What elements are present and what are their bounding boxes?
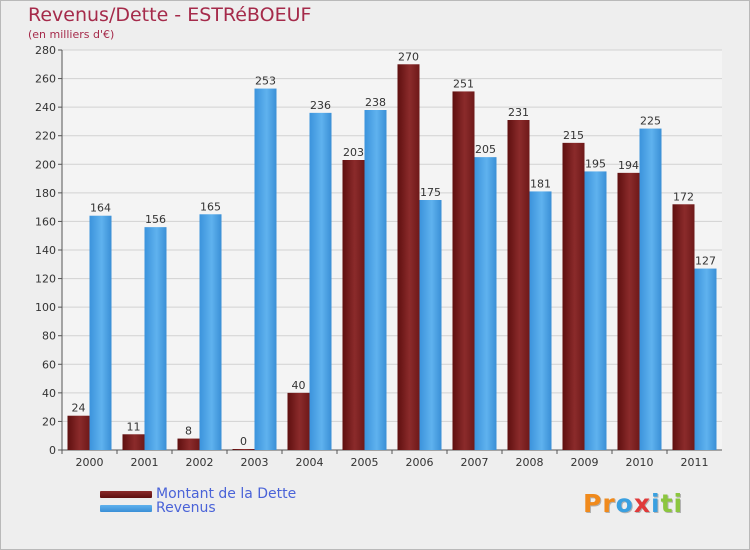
x-tick-label: 2000	[76, 456, 104, 469]
bar-revenus	[309, 112, 332, 450]
data-label-dette: 11	[127, 420, 141, 433]
legend-swatch-revenus	[100, 504, 152, 512]
data-label-revenus: 205	[475, 143, 496, 156]
bar-dette	[287, 392, 310, 450]
y-tick-label: 100	[35, 301, 56, 314]
y-tick-label: 240	[35, 101, 56, 114]
data-label-revenus: 165	[200, 200, 221, 213]
y-tick-label: 160	[35, 215, 56, 228]
y-tick-label: 200	[35, 158, 56, 171]
data-label-revenus: 175	[420, 186, 441, 199]
y-tick-label: 20	[42, 415, 56, 428]
grid-lines	[62, 49, 722, 450]
bar-revenus	[364, 110, 387, 450]
x-tick-label: 2006	[406, 456, 434, 469]
data-label-revenus: 225	[640, 115, 661, 128]
y-tick-label: 180	[35, 187, 56, 200]
legend-label-dette: Montant de la Dette	[156, 486, 297, 502]
bar-dette	[67, 415, 90, 450]
data-label-revenus: 236	[310, 99, 331, 112]
bar-dette	[397, 64, 420, 451]
data-label-dette: 203	[343, 146, 364, 159]
bar-dette	[562, 142, 585, 450]
bar-dette	[232, 449, 255, 450]
legend-label-revenus: Revenus	[156, 500, 216, 516]
bar-revenus	[254, 88, 277, 451]
x-tick-label: 2010	[626, 456, 654, 469]
legend-item-dette: Montant de la Dette	[100, 486, 296, 502]
bar-dette	[507, 120, 530, 450]
bar-revenus	[89, 215, 112, 450]
bar-revenus	[694, 268, 717, 450]
bar-revenus	[419, 200, 442, 450]
bars	[67, 64, 717, 451]
chart-title: Revenus/Dette - ESTRéBOEUF	[28, 4, 312, 26]
y-tick-label: 140	[35, 244, 56, 257]
y-tick-label: 60	[42, 358, 56, 371]
legend-item-revenus: Revenus	[100, 500, 216, 516]
x-tick-label: 2004	[296, 456, 324, 469]
data-label-dette: 231	[508, 106, 529, 119]
chart-subtitle: (en milliers d'€)	[28, 28, 115, 41]
bar-dette	[672, 204, 695, 450]
bar-dette	[617, 172, 640, 450]
bar-revenus	[584, 171, 607, 450]
bar-dette	[122, 434, 145, 450]
bar-dette	[177, 438, 200, 450]
data-label-revenus: 253	[255, 75, 276, 88]
y-tick-label: 80	[42, 330, 56, 343]
data-label-dette: 0	[240, 435, 247, 448]
logo-letter: r	[602, 489, 616, 518]
bar-dette	[342, 160, 365, 450]
x-tick-label: 2008	[516, 456, 544, 469]
x-tick-label: 2007	[461, 456, 489, 469]
bar-revenus	[144, 227, 167, 450]
logo-letter: t	[660, 489, 674, 518]
data-label-revenus: 181	[530, 177, 551, 190]
data-label-dette: 24	[72, 402, 86, 415]
y-tick-label: 280	[35, 44, 56, 57]
logo-letter: o	[615, 489, 634, 518]
bar-revenus	[474, 157, 497, 450]
data-label-dette: 215	[563, 129, 584, 142]
bar-revenus	[529, 191, 552, 450]
data-label-revenus: 156	[145, 213, 166, 226]
data-label-revenus: 127	[695, 255, 716, 268]
data-label-dette: 251	[453, 77, 474, 90]
logo-letter: i	[673, 489, 684, 518]
x-tick-label: 2002	[186, 456, 214, 469]
x-tick-label: 2003	[241, 456, 269, 469]
data-label-revenus: 164	[90, 202, 111, 215]
y-tick-label: 220	[35, 130, 56, 143]
bar-revenus	[639, 128, 662, 451]
data-label-dette: 270	[398, 50, 419, 63]
y-tick-label: 0	[49, 444, 56, 457]
data-label-revenus: 238	[365, 96, 386, 109]
y-tick-label: 120	[35, 273, 56, 286]
bar-dette	[452, 91, 475, 450]
logo-letter: P	[583, 489, 603, 518]
logo-letter: i	[651, 489, 661, 518]
logo-letter: x	[633, 489, 651, 518]
proxiti-logo: Proxiti	[583, 489, 683, 518]
data-label-dette: 172	[673, 190, 694, 203]
data-label-dette: 40	[292, 379, 306, 392]
data-label-revenus: 195	[585, 157, 606, 170]
x-tick-label: 2011	[681, 456, 709, 469]
axes: 0204060801001201401601802002202402602802…	[35, 44, 722, 469]
data-label-dette: 8	[185, 425, 192, 438]
data-labels: 24 164 11 156 8 165 0 253 40 236 203 238 270 175 251 20…	[72, 50, 717, 448]
x-tick-label: 2001	[131, 456, 159, 469]
data-label-dette: 194	[618, 159, 639, 172]
x-tick-label: 2005	[351, 456, 379, 469]
bar-revenus	[199, 214, 222, 450]
y-tick-label: 260	[35, 73, 56, 86]
legend-swatch-dette	[100, 490, 152, 498]
x-tick-label: 2009	[571, 456, 599, 469]
y-tick-label: 40	[42, 387, 56, 400]
